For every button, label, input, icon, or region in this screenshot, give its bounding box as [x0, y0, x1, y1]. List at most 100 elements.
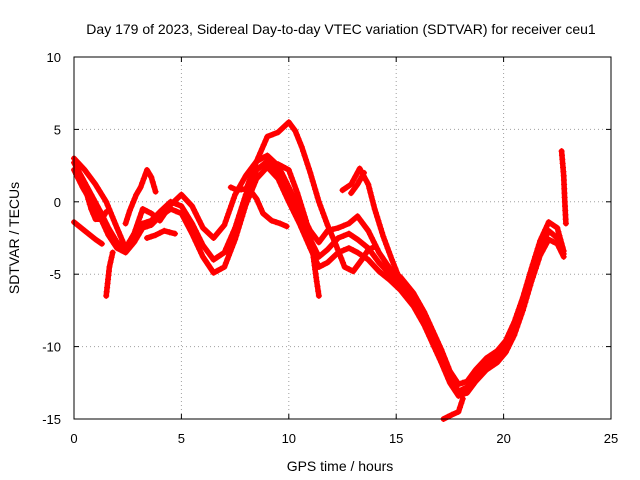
data-point — [327, 230, 334, 237]
data-point — [343, 184, 350, 191]
data-point — [92, 216, 99, 223]
data-point — [148, 174, 155, 181]
data-point — [301, 152, 308, 159]
data-point — [358, 239, 365, 246]
data-point — [295, 135, 302, 142]
y-tick-label: 10 — [47, 50, 61, 65]
data-point — [224, 256, 231, 263]
data-point — [264, 164, 271, 171]
data-point — [556, 245, 563, 252]
data-point — [94, 184, 101, 191]
data-point — [550, 221, 557, 228]
data-point — [313, 235, 320, 242]
data-point — [199, 224, 206, 231]
data-point — [148, 210, 155, 217]
data-point — [523, 294, 530, 301]
data-point — [173, 208, 180, 215]
data-point — [560, 253, 567, 260]
data-point — [545, 227, 552, 234]
data-point — [307, 169, 314, 176]
series-arc-14 — [558, 148, 569, 227]
data-point — [185, 199, 192, 206]
data-point — [445, 375, 452, 382]
data-point — [131, 195, 138, 202]
data-point — [562, 216, 569, 223]
data-point — [372, 209, 379, 216]
data-point — [207, 231, 214, 238]
data-point — [414, 305, 421, 312]
data-point — [300, 209, 307, 216]
data-point — [318, 206, 325, 213]
series-arc-10 — [144, 227, 178, 241]
x-tick-label: 0 — [70, 431, 77, 446]
data-point — [377, 225, 384, 232]
data-point — [221, 263, 228, 270]
data-point — [348, 190, 355, 197]
data-point — [376, 268, 383, 275]
data-point — [207, 253, 214, 260]
data-point — [335, 224, 342, 231]
data-point — [441, 367, 448, 374]
data-point — [156, 229, 163, 236]
data-point — [196, 217, 203, 224]
data-point — [202, 245, 209, 252]
data-point — [449, 384, 456, 391]
data-point — [130, 199, 137, 206]
data-point — [305, 230, 312, 237]
data-point — [338, 255, 345, 262]
data-point — [313, 274, 320, 281]
data-point — [239, 213, 246, 220]
data-point — [184, 222, 191, 229]
data-point — [115, 228, 122, 235]
data-point — [137, 228, 144, 235]
data-point — [151, 219, 158, 226]
data-point — [560, 168, 567, 175]
data-point — [354, 181, 361, 188]
data-point — [173, 200, 180, 207]
data-point — [431, 344, 438, 351]
data-point — [368, 235, 375, 241]
data-point — [309, 178, 316, 185]
data-point — [356, 165, 363, 172]
data-point — [285, 119, 292, 126]
data-point — [248, 170, 255, 177]
data-point — [260, 210, 267, 217]
data-point — [354, 236, 361, 243]
data-point — [260, 154, 267, 161]
data-point — [240, 209, 247, 216]
data-point — [458, 400, 465, 407]
data-point — [379, 271, 386, 278]
data-point — [371, 243, 378, 250]
data-point — [192, 210, 199, 217]
data-point — [320, 250, 327, 257]
data-point — [242, 201, 249, 208]
data-point — [306, 234, 313, 241]
data-point — [196, 235, 203, 241]
data-point — [122, 249, 129, 256]
data-point — [190, 234, 197, 241]
data-point — [345, 245, 352, 252]
data-point — [483, 355, 490, 362]
data-point — [296, 197, 303, 204]
data-point — [103, 208, 110, 215]
series-arc-9 — [122, 166, 159, 227]
data-point — [532, 265, 539, 272]
data-point — [486, 364, 493, 371]
data-point — [368, 260, 375, 267]
data-point — [315, 239, 322, 246]
data-point — [365, 181, 372, 188]
data-point — [371, 206, 378, 213]
data-point — [178, 191, 185, 198]
data-point — [78, 163, 85, 170]
data-point — [411, 303, 418, 310]
data-point — [260, 167, 267, 174]
data-point — [329, 234, 336, 241]
data-point — [390, 274, 397, 281]
data-point — [288, 174, 295, 181]
data-point — [297, 139, 304, 146]
data-point — [101, 195, 108, 202]
data-point — [276, 179, 283, 186]
data-point — [230, 240, 237, 247]
data-point — [90, 211, 97, 218]
